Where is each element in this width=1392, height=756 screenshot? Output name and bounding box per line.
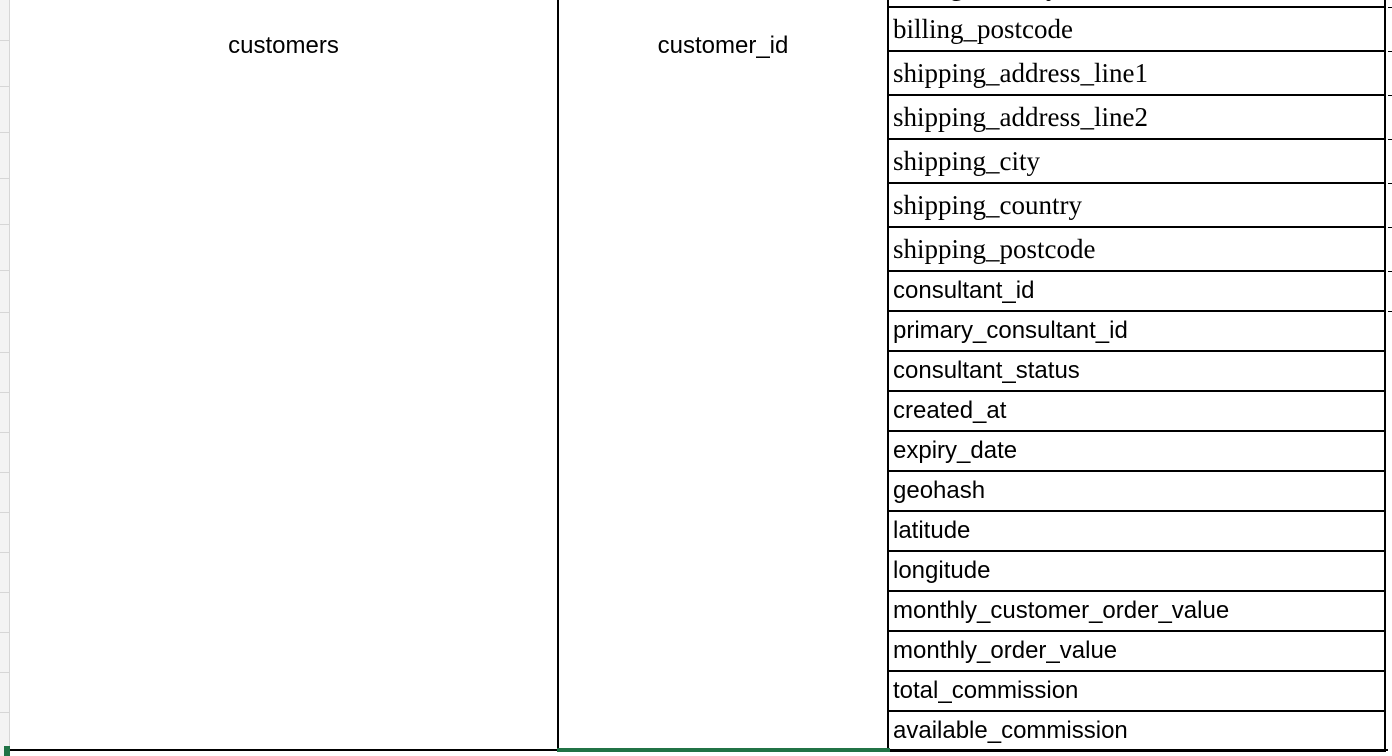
row-divider [0,352,10,353]
field-cell[interactable]: total_commission [889,672,1386,712]
field-cell[interactable]: shipping_postcode [889,228,1386,272]
row-divider [0,312,10,313]
row-divider [0,224,10,225]
field-cell[interactable]: shipping_address_line1 [889,52,1386,96]
row-divider [0,86,10,87]
field-cell-partial[interactable]: billing_country [889,0,1386,8]
key-column-text: customer_id [657,32,789,59]
field-cell[interactable]: expiry_date [889,432,1386,472]
field-label: monthly_customer_order_value [893,597,1230,624]
field-label: billing_postcode [893,14,1073,44]
row-divider [1388,311,1392,312]
adjacent-column-edge [1388,0,1392,756]
field-cell[interactable]: shipping_address_line2 [889,96,1386,140]
field-cell[interactable]: monthly_customer_order_value [889,592,1386,632]
field-label: shipping_address_line1 [893,58,1148,88]
row-divider [0,472,10,473]
field-label: geohash [893,477,986,504]
field-label: available_commission [893,717,1128,744]
row-divider [1388,227,1392,228]
row-divider [1388,7,1392,8]
field-cell[interactable]: primary_consultant_id [889,312,1386,352]
field-label: longitude [893,557,991,584]
row-divider [1388,95,1392,96]
field-label: created_at [893,397,1007,424]
field-label: shipping_country [893,190,1082,220]
row-divider [1388,139,1392,140]
table-name-text: customers [228,32,339,59]
field-cell[interactable]: available_commission [889,712,1386,752]
row-divider [0,178,10,179]
row-divider [0,512,10,513]
row-divider [0,432,10,433]
field-cell[interactable]: shipping_country [889,184,1386,228]
row-header-selection-marker [4,746,10,756]
field-label: consultant_id [893,277,1035,304]
row-divider [0,592,10,593]
field-cell[interactable]: geohash [889,472,1386,512]
field-cell[interactable]: consultant_id [889,272,1386,312]
field-list: billing_country billing_postcode shipping_… [889,0,1386,756]
row-divider [0,40,10,41]
field-label: primary_consultant_id [893,317,1128,344]
field-cell[interactable]: latitude [889,512,1386,552]
key-column-cell[interactable]: customer_id [559,0,889,750]
field-cell[interactable]: created_at [889,392,1386,432]
row-divider [0,392,10,393]
row-divider [0,270,10,271]
field-label: shipping_postcode [893,234,1096,264]
field-label: shipping_address_line2 [893,102,1148,132]
field-label: total_commission [893,677,1079,704]
row-divider [0,132,10,133]
row-divider [0,552,10,553]
field-cell[interactable]: monthly_order_value [889,632,1386,672]
field-label: monthly_order_value [893,637,1118,664]
field-label: expiry_date [893,437,1018,464]
field-cell[interactable]: billing_postcode [889,8,1386,52]
row-divider [1388,51,1392,52]
field-cell[interactable]: consultant_status [889,352,1386,392]
selected-cell-indicator[interactable] [557,748,890,752]
field-label: latitude [893,517,971,544]
field-label: shipping_city [893,146,1040,176]
row-divider [1388,183,1392,184]
row-divider [0,672,10,673]
row-header-strip [0,0,10,756]
field-cell[interactable]: longitude [889,552,1386,592]
row-divider [0,632,10,633]
field-label: consultant_status [893,357,1080,384]
field-cell[interactable]: shipping_city [889,140,1386,184]
table-name-cell[interactable]: customers [10,0,559,750]
row-divider [1388,271,1392,272]
row-divider [0,712,10,713]
